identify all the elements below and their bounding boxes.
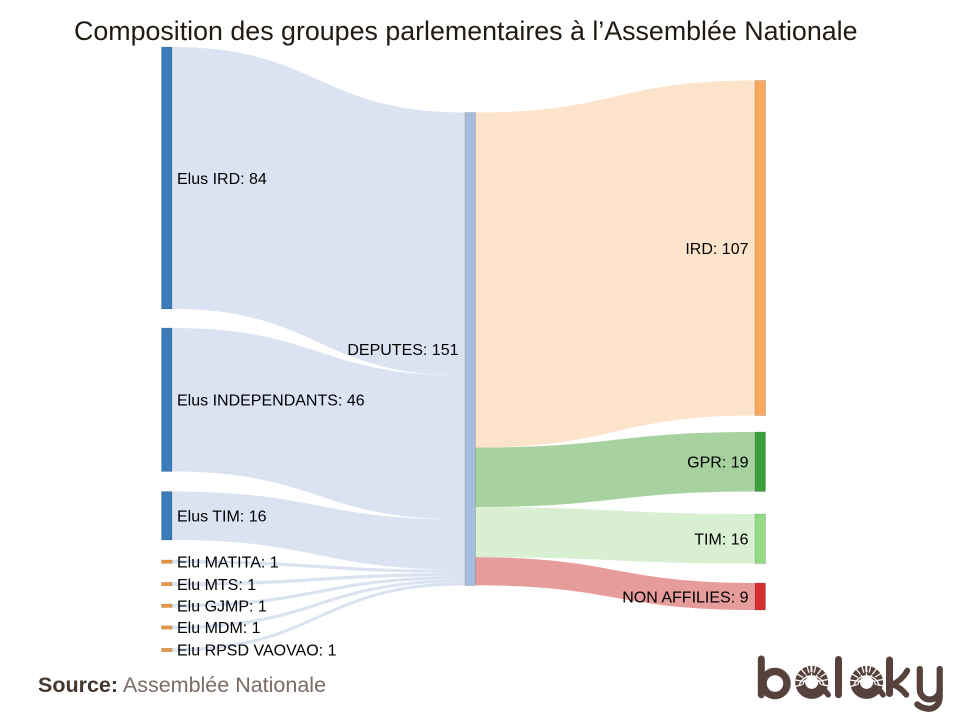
svg-text:TIM: 16: TIM: 16 xyxy=(694,532,748,549)
svg-text:Elus INDEPENDANTS: 46: Elus INDEPENDANTS: 46 xyxy=(177,393,365,410)
svg-text:Elu MDM: 1: Elu MDM: 1 xyxy=(177,620,261,637)
svg-text:GPR: 19: GPR: 19 xyxy=(687,455,748,472)
svg-text:Elu RPSD VAOVAO: 1: Elu RPSD VAOVAO: 1 xyxy=(177,643,337,660)
svg-text:NON AFFILIES: 9: NON AFFILIES: 9 xyxy=(622,589,748,606)
svg-text:Elu GJMP: 1: Elu GJMP: 1 xyxy=(177,599,267,616)
svg-text:Elu MATITA: 1: Elu MATITA: 1 xyxy=(177,555,279,572)
svg-text:DEPUTES: 151: DEPUTES: 151 xyxy=(347,342,458,359)
svg-text:IRD: 107: IRD: 107 xyxy=(685,241,748,258)
svg-text:Elu MTS: 1: Elu MTS: 1 xyxy=(177,577,256,594)
svg-text:Elus IRD: 84: Elus IRD: 84 xyxy=(177,171,267,188)
svg-text:Elus TIM: 16: Elus TIM: 16 xyxy=(177,509,267,526)
